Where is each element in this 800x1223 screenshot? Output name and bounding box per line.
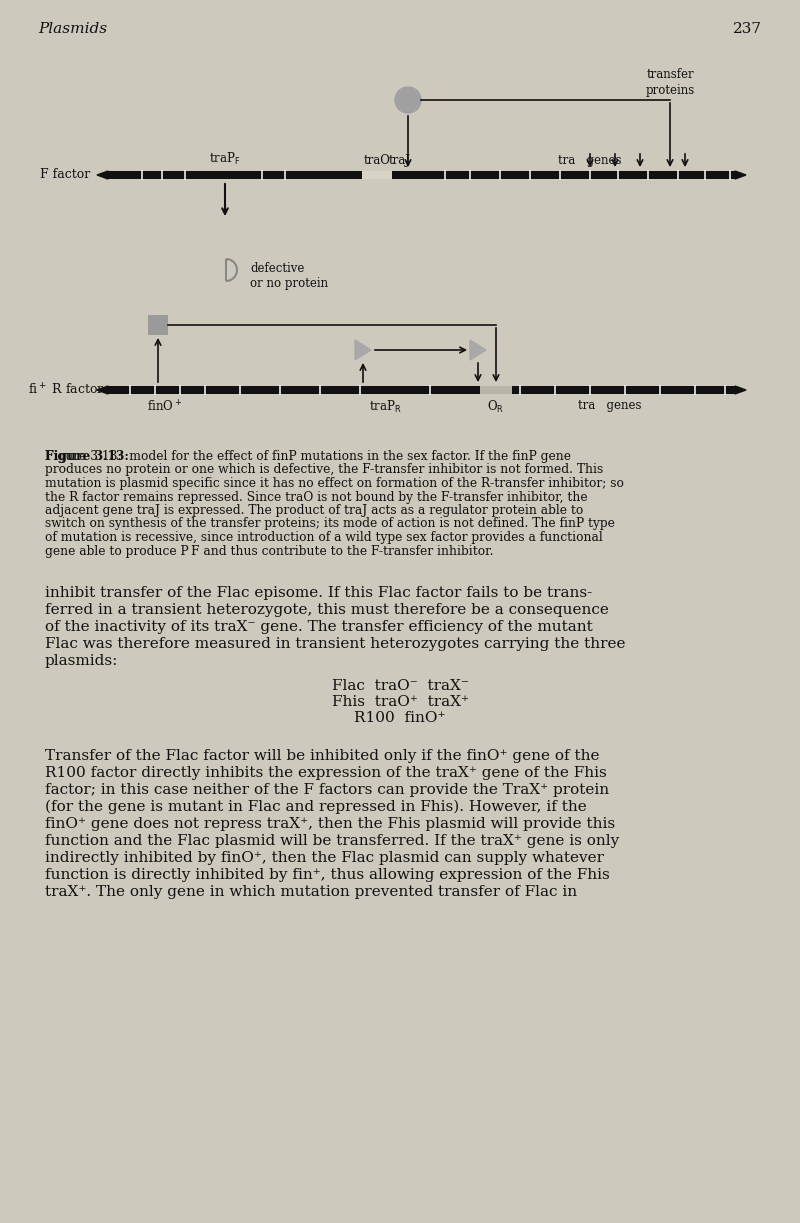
Polygon shape bbox=[97, 171, 108, 179]
Text: Flac  traO⁻  traX⁻: Flac traO⁻ traX⁻ bbox=[331, 679, 469, 693]
Text: traP$_\mathsf{F}$: traP$_\mathsf{F}$ bbox=[210, 150, 241, 168]
Bar bbox=[148, 316, 168, 335]
Text: Fhis  traO⁺  traX⁺: Fhis traO⁺ traX⁺ bbox=[331, 695, 469, 709]
Text: R100  finO⁺: R100 finO⁺ bbox=[354, 711, 446, 725]
Bar bbox=[362, 171, 392, 179]
Text: of mutation is recessive, since introduction of a wild type sex factor provides : of mutation is recessive, since introduc… bbox=[45, 531, 602, 544]
Text: ferred in a transient heterozygote, this must therefore be a consequence: ferred in a transient heterozygote, this… bbox=[45, 603, 609, 616]
Bar bbox=[108, 171, 735, 179]
Polygon shape bbox=[735, 171, 746, 179]
Text: F factor: F factor bbox=[40, 169, 90, 181]
Text: Transfer of the Flac factor will be inhibited only if the finO⁺ gene of the: Transfer of the Flac factor will be inhi… bbox=[45, 748, 599, 763]
Text: indirectly inhibited by finO⁺, then the Flac plasmid can supply whatever: indirectly inhibited by finO⁺, then the … bbox=[45, 851, 604, 865]
Text: traJ: traJ bbox=[389, 154, 411, 168]
Text: adjacent gene traJ is expressed. The product of traJ acts as a regulator protein: adjacent gene traJ is expressed. The pro… bbox=[45, 504, 583, 517]
Polygon shape bbox=[735, 386, 746, 394]
Text: tra   genes: tra genes bbox=[578, 399, 642, 412]
Text: defective
or no protein: defective or no protein bbox=[250, 262, 328, 290]
Text: traX⁺. The only gene in which mutation prevented transfer of Flac in: traX⁺. The only gene in which mutation p… bbox=[45, 885, 577, 899]
Text: Figure 3.13:: Figure 3.13: bbox=[45, 450, 129, 464]
Text: switch on synthesis of the transfer proteins; its mode of action is not defined.: switch on synthesis of the transfer prot… bbox=[45, 517, 615, 531]
Bar bbox=[480, 386, 512, 394]
Text: traO: traO bbox=[363, 154, 390, 168]
Polygon shape bbox=[97, 386, 108, 394]
Text: factor; in this case neither of the F factors can provide the TraX⁺ protein: factor; in this case neither of the F fa… bbox=[45, 783, 609, 797]
Text: Flac was therefore measured in transient heterozygotes carrying the three: Flac was therefore measured in transient… bbox=[45, 637, 626, 651]
Text: tra   genes: tra genes bbox=[558, 154, 622, 168]
Text: produces no protein or one which is defective, the F-transfer inhibitor is not f: produces no protein or one which is defe… bbox=[45, 464, 603, 477]
Bar bbox=[108, 386, 735, 394]
Text: Figure 3.13:  model for the effect of finP mutations in the sex factor. If the f: Figure 3.13: model for the effect of fin… bbox=[45, 450, 571, 464]
Text: R100 factor directly inhibits the expression of the traX⁺ gene of the Fhis: R100 factor directly inhibits the expres… bbox=[45, 766, 606, 780]
Text: fi$^+$ R factor: fi$^+$ R factor bbox=[28, 383, 105, 397]
Circle shape bbox=[395, 87, 421, 113]
Text: gene able to produce P F and thus contribute to the F-transfer inhibitor.: gene able to produce P F and thus contri… bbox=[45, 544, 494, 558]
Text: O$_\mathsf{R}$: O$_\mathsf{R}$ bbox=[487, 399, 505, 415]
Text: (for the gene is mutant in Flac and repressed in Fhis). However, if the: (for the gene is mutant in Flac and repr… bbox=[45, 800, 586, 815]
Polygon shape bbox=[355, 340, 371, 360]
Text: 237: 237 bbox=[733, 22, 762, 35]
Text: mutation is plasmid specific since it has no effect on formation of the R-transf: mutation is plasmid specific since it ha… bbox=[45, 477, 624, 490]
Text: the R factor remains repressed. Since traO is not bound by the F-transfer inhibi: the R factor remains repressed. Since tr… bbox=[45, 490, 588, 504]
Text: transfer
proteins: transfer proteins bbox=[646, 68, 694, 97]
Text: traP$_\mathsf{R}$: traP$_\mathsf{R}$ bbox=[369, 399, 402, 415]
Text: function and the Flac plasmid will be transferred. If the traX⁺ gene is only: function and the Flac plasmid will be tr… bbox=[45, 834, 619, 848]
Text: plasmids:: plasmids: bbox=[45, 654, 118, 668]
Text: Plasmids: Plasmids bbox=[38, 22, 107, 35]
Text: finO$^+$: finO$^+$ bbox=[147, 399, 182, 415]
Text: inhibit transfer of the Flac episome. If this Flac factor fails to be trans-: inhibit transfer of the Flac episome. If… bbox=[45, 586, 592, 600]
Text: of the inactivity of its traX⁻ gene. The transfer efficiency of the mutant: of the inactivity of its traX⁻ gene. The… bbox=[45, 620, 593, 634]
Polygon shape bbox=[470, 340, 486, 360]
Text: function is directly inhibited by fin⁺, thus allowing expression of the Fhis: function is directly inhibited by fin⁺, … bbox=[45, 868, 610, 882]
Text: finO⁺ gene does not repress traX⁺, then the Fhis plasmid will provide this: finO⁺ gene does not repress traX⁺, then … bbox=[45, 817, 615, 830]
